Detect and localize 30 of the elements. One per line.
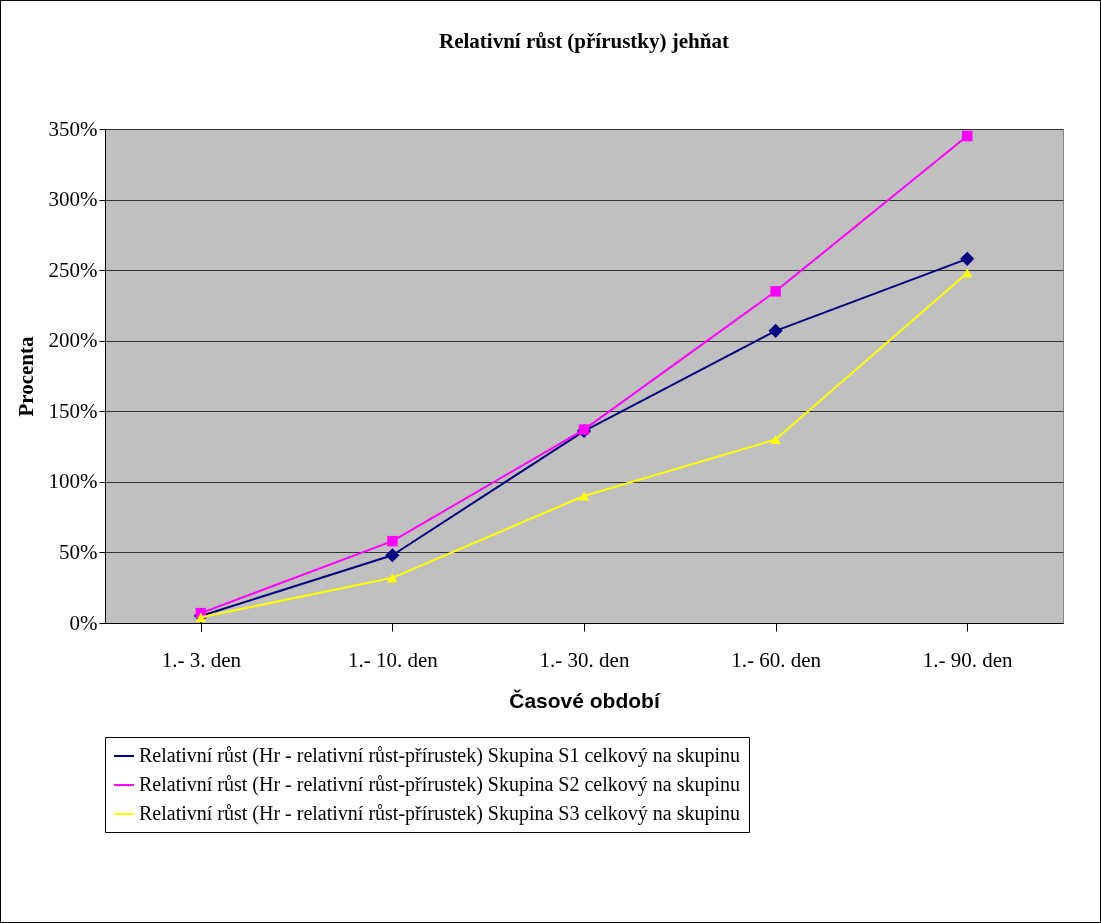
point	[961, 130, 973, 142]
legend-label: Relativní růst (Hr - relativní růst-přírustek) Skupina S3 celkový na skupinu	[139, 802, 741, 825]
x-tick-label: 1.- 30. den	[539, 647, 630, 672]
y-tick-label: 50%	[59, 539, 98, 564]
point	[770, 286, 781, 297]
y-axis-title: Procenta	[13, 335, 38, 417]
legend-label: Relativní růst (Hr - relativní růst-přírustek) Skupina S1 celkový na skupinu	[139, 744, 741, 767]
x-tick-label: 1.- 10. den	[347, 647, 439, 672]
y-tick-label: 300%	[48, 187, 98, 212]
y-tick-label: 0%	[69, 610, 98, 635]
x-tick-label: 1.- 90. den	[922, 647, 1014, 672]
legend-label: Relativní růst (Hr - relativní růst-přírustek) Skupina S2 celkový na skupinu	[139, 773, 741, 796]
chart-title: Relativní růst (přírustky) jehňat	[439, 29, 729, 53]
point	[385, 548, 400, 563]
point	[768, 323, 783, 338]
point	[960, 251, 975, 266]
x-tick-label: 1.- 60. den	[731, 647, 822, 672]
point	[195, 612, 207, 622]
x-tick-label: 1.- 3. den	[161, 647, 242, 672]
point	[387, 535, 398, 547]
point	[578, 424, 590, 435]
y-tick-label: 150%	[48, 398, 98, 423]
point	[387, 573, 398, 583]
y-tick-label: 250%	[48, 257, 98, 282]
point	[578, 491, 590, 501]
y-tick-label: 200%	[48, 328, 98, 353]
y-tick-label: 350%	[48, 116, 98, 141]
point	[770, 434, 781, 445]
x-axis-title: Časové období	[509, 688, 661, 712]
y-tick-label: 100%	[48, 469, 98, 494]
